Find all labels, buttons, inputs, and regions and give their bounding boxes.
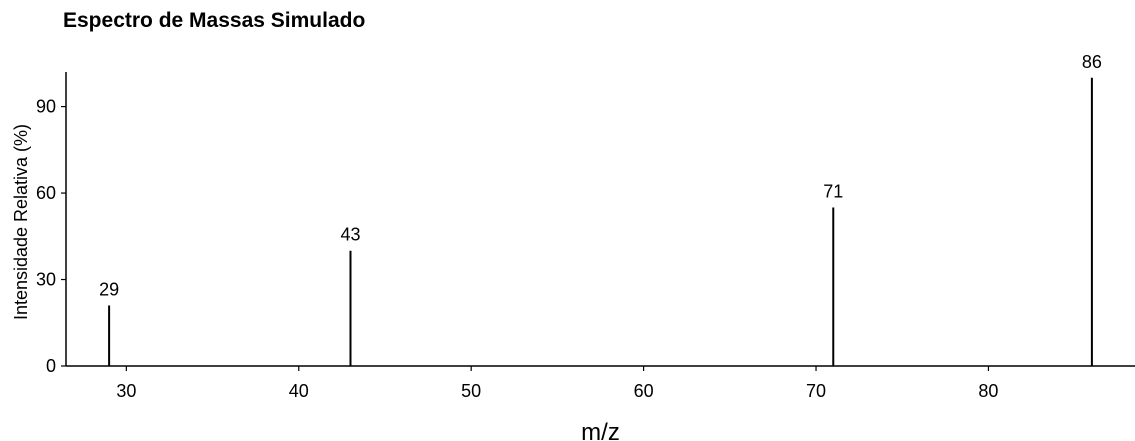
chart-title: Espectro de Massas Simulado (63, 9, 366, 32)
x-axis-label: m/z (581, 419, 620, 441)
y-tick-label: 60 (36, 183, 56, 203)
x-tick-label: 80 (978, 381, 998, 401)
x-tick-label: 50 (461, 381, 481, 401)
y-tick-label: 90 (36, 97, 56, 117)
peaks: 29 43 71 86 (99, 52, 1102, 366)
axes: 30 40 50 60 70 80 0 30 60 90 (36, 72, 1135, 401)
peak-label: 29 (99, 279, 119, 299)
peak-label: 86 (1082, 52, 1102, 72)
x-tick-label: 70 (806, 381, 826, 401)
x-tick-label: 60 (634, 381, 654, 401)
y-axis-label: Intensidade Relativa (%) (11, 124, 31, 320)
peak-label: 71 (823, 181, 843, 201)
peak-label: 43 (340, 225, 360, 245)
y-tick-label: 30 (36, 270, 56, 290)
x-tick-label: 40 (289, 381, 309, 401)
y-tick-label: 0 (46, 356, 56, 376)
x-tick-label: 30 (116, 381, 136, 401)
